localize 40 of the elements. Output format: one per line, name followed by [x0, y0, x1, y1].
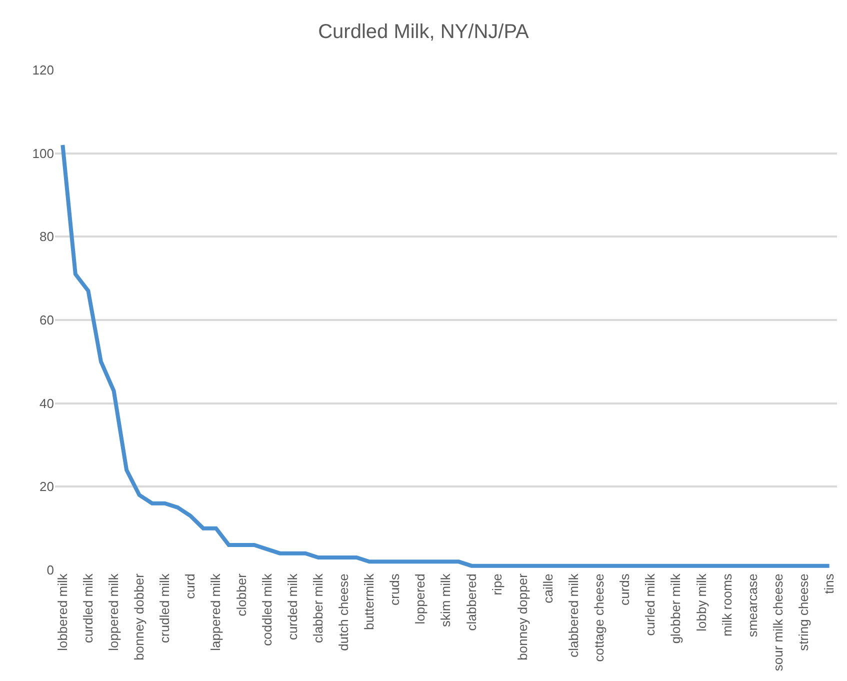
x-tick-label: bonney dobber: [132, 572, 147, 660]
y-tick-label: 60: [40, 312, 54, 328]
x-tick-label: caille: [540, 574, 556, 604]
x-tick-label: clabbered: [464, 574, 479, 631]
x-tick-label: coddled milk: [259, 573, 274, 646]
x-tick-label: curds: [617, 573, 632, 606]
x-tick-label: clabber milk: [310, 573, 326, 643]
x-tick-label: skim milk: [438, 573, 454, 628]
x-tick-label: dutch cheese: [336, 574, 352, 651]
x-tick-label: loppered: [412, 574, 428, 624]
x-tick-label: curd: [182, 574, 198, 599]
x-tick-label: buttermilk: [362, 573, 377, 630]
x-tick-label: curdled milk: [80, 573, 96, 643]
x-tick-label: ripe: [489, 574, 504, 596]
x-tick-label: loppered milk: [106, 573, 122, 651]
y-tick-label: 80: [40, 229, 54, 244]
x-tick-label: lobbered milk: [54, 573, 70, 651]
x-tick-label: globber milk: [668, 573, 684, 644]
y-tick-label: 40: [40, 396, 54, 411]
x-tick-label: sour milk cheese: [770, 574, 786, 672]
x-tick-label: clabbered milk: [566, 573, 582, 658]
line-series: [60, 143, 832, 568]
x-tick-label: curled milk: [642, 573, 658, 636]
y-tick-label: 20: [40, 479, 54, 494]
x-tick-label: string cheese: [796, 574, 812, 651]
chart-title: Curdled Milk, NY/NJ/PA: [318, 20, 530, 43]
x-tick-label: bonney dopper: [514, 572, 530, 660]
x-tick-label: cottage cheese: [592, 574, 607, 662]
y-tick-label: 100: [32, 146, 54, 161]
y-tick-label: 0: [46, 562, 54, 578]
x-tick-label: milk rooms: [719, 573, 734, 636]
x-tick-label: tins: [822, 573, 837, 594]
y-tick-label: 120: [32, 62, 54, 78]
x-tick-label: lappered milk: [208, 573, 224, 651]
x-tick-label: curded milk: [284, 573, 300, 640]
x-tick-label: crudled milk: [157, 573, 172, 643]
x-tick-label: smearcase: [744, 574, 760, 638]
x-tick-label: cruds: [387, 573, 402, 606]
x-tick-label: lobby milk: [694, 573, 709, 632]
x-tick-label: clobber: [234, 572, 249, 616]
